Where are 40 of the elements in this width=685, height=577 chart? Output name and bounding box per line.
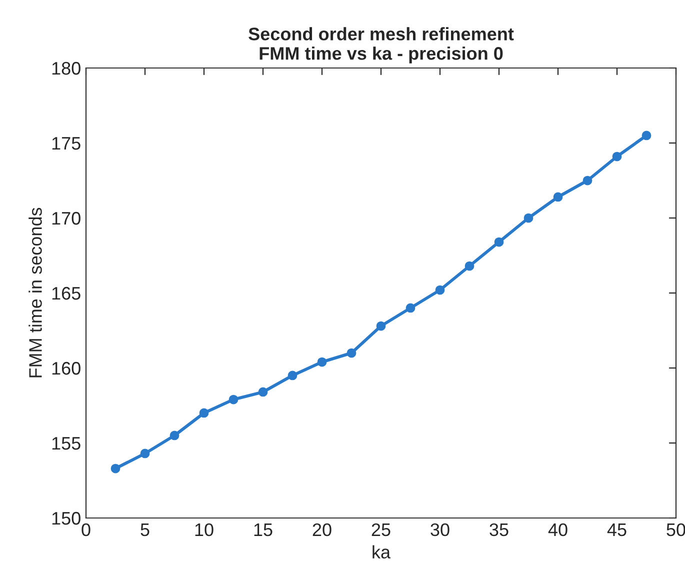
x-tick-label: 30 [430,523,450,536]
x-tick-label: 0 [82,523,90,536]
x-tick-label: 20 [312,523,332,536]
chart-title: Second order mesh refinement FMM time vs ka - precision 0 [248,27,514,64]
point [228,394,238,404]
y-tick-label: 155 [52,437,80,450]
point [110,464,120,474]
y-tick-label: 170 [52,212,80,225]
point [464,261,474,271]
y-tick-label: 175 [52,137,80,150]
point [140,448,150,458]
point [494,237,504,247]
point [376,321,386,331]
x-tick-label: 15 [254,524,272,536]
y-tick-label: 165 [52,286,80,300]
x-tick-label: 10 [195,523,214,536]
x-tick-label: 5 [140,524,150,536]
point [317,357,327,367]
x-tick-label: 45 [607,524,626,536]
point [582,176,592,186]
point [642,130,652,140]
point [170,430,180,440]
point [553,192,563,202]
y-tick-label: 160 [52,362,80,375]
point [435,285,445,295]
x-axis-title: ka [372,545,391,559]
x-tick-label: 50 [666,523,685,536]
point [612,152,622,162]
x-tick-label: 40 [548,523,568,536]
y-axis-title: FMM time in seconds [28,208,42,378]
y-tick-label: 180 [52,62,80,75]
x-tick-label: 35 [490,523,508,536]
point [524,213,534,223]
y-tick-label: 150 [52,512,80,525]
point [288,370,298,380]
point [346,348,356,358]
point [406,303,416,313]
x-tick-label: 25 [372,523,390,536]
point [258,387,268,397]
point [199,408,209,418]
